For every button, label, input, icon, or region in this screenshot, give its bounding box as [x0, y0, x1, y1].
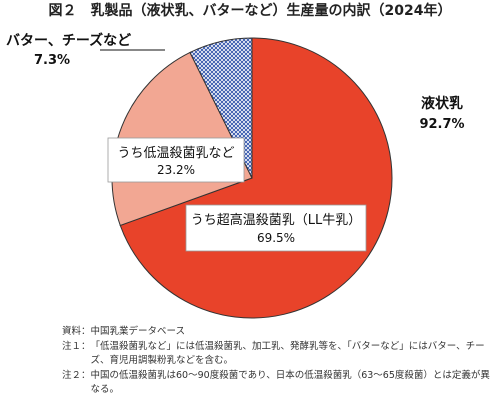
note-1-text: 「低温殺菌乳など」には低温殺菌乳、加工乳、発酵乳等を、「バターなど」にはバター、…: [90, 340, 485, 367]
slice-value-low-temp: 23.2%: [157, 163, 195, 177]
note-1: 注１： 「低温殺菌乳など」には低温殺菌乳、加工乳、発酵乳等を、「バターなど」には…: [62, 340, 492, 369]
label-box-uht: [185, 204, 367, 252]
slice-label-butter-cheese: バター、チーズなど: [6, 32, 131, 49]
note-1-head: 注１：: [62, 340, 91, 352]
label-box-low-temp: [107, 137, 245, 183]
slice-value-butter-cheese: 7.3%: [34, 53, 70, 68]
note-source-head: 資料：: [62, 326, 91, 337]
slice-label-low-temp: うち低温殺菌乳など: [117, 146, 234, 161]
note-source: 資料： 中国乳業データベース: [62, 325, 492, 340]
note-source-text: 中国乳業データベース: [90, 326, 186, 337]
group-label-liquid-milk: 液状乳: [421, 95, 463, 112]
slice-value-uht: 69.5%: [257, 231, 295, 245]
slice-label-uht: うち超高温殺菌乳（LL牛乳）: [191, 212, 362, 228]
chart-title: 図２ 乳製品（液状乳、バターなど）生産量の内訳（2024年）: [49, 2, 452, 19]
note-2-head: 注２：: [62, 369, 91, 381]
group-value-liquid-milk: 92.7%: [419, 117, 464, 132]
source-notes: 資料： 中国乳業データベース 注１： 「低温殺菌乳など」には低温殺菌乳、加工乳、…: [62, 325, 492, 398]
note-2-text: 中国の低温殺菌乳は60～90度殺菌であり、日本の低温殺菌乳（63～65度殺菌）と…: [90, 369, 490, 396]
note-2: 注２： 中国の低温殺菌乳は60～90度殺菌であり、日本の低温殺菌乳（63～65度…: [62, 369, 492, 398]
